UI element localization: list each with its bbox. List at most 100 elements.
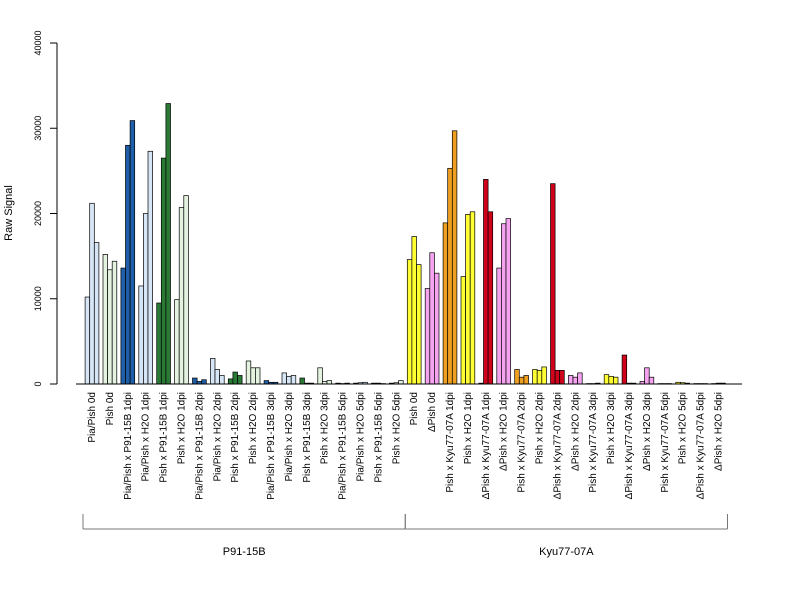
bar: [416, 264, 422, 385]
bar: [451, 130, 458, 385]
x-tick-labels: Pia/Pish 0d Pish 0d Pia/Pish x P91-15B 1dp…: [87, 392, 725, 500]
bar: [192, 377, 198, 385]
bar: [165, 103, 171, 385]
x-tick-label: Pia/Pish x P91-15B 3dpi: [266, 392, 277, 500]
group-label: P91-15B: [223, 546, 266, 558]
y-tick-label: 30000: [33, 116, 43, 141]
x-tick-label: Pish x Kyu77-07A 2dpi: [517, 392, 528, 493]
x-tick-label: Pish x P91-15B 1dpi: [159, 392, 170, 483]
x-tick-label: Pish x H2O 5dpi: [678, 392, 689, 464]
bar: [263, 380, 270, 385]
bar: [541, 366, 547, 385]
x-tick-label: Pish x Kyu77-07A 3dpi: [588, 392, 599, 493]
bar: [613, 376, 619, 385]
x-tick-label: ΔPish x Kyu77-07A 1dpi: [481, 392, 492, 499]
x-tick-label: ΔPish x Kyu77-07A 5dpi: [696, 392, 707, 499]
x-tick-label: Pish x H2O 3dpi: [320, 392, 331, 464]
bar: [143, 213, 149, 385]
x-tick-label: Pish x H2O 2dpi: [248, 392, 259, 464]
x-tick-label: ΔPish 0d: [427, 392, 438, 432]
x-tick-label: Pish x P91-15B 2dpi: [230, 392, 241, 483]
bar: [411, 236, 417, 385]
bar: [536, 370, 543, 385]
x-tick-label: Pish 0d: [105, 392, 116, 425]
bar: [174, 299, 180, 385]
x-tick-label: Pish x Kyu77-07A 5dpi: [660, 392, 671, 493]
bar: [286, 375, 292, 385]
bar: [129, 120, 136, 385]
bar: [434, 272, 440, 385]
x-tick-label: Pia/Pish x H2O 3dpi: [284, 392, 295, 482]
bar: [147, 150, 153, 385]
bar: [120, 267, 126, 385]
bar: [290, 375, 297, 385]
bar: [201, 379, 207, 385]
bar: [138, 285, 144, 385]
bar: [442, 222, 449, 385]
bar: [518, 376, 525, 385]
bar: [232, 371, 238, 385]
x-tick-label: ΔPish x Kyu77-07A 3dpi: [624, 392, 635, 499]
bar: [572, 376, 578, 385]
bar: [214, 369, 220, 385]
bar: [178, 207, 185, 385]
bar: [89, 202, 95, 385]
bar: [523, 375, 529, 385]
bar: [447, 167, 453, 385]
bar: [559, 370, 565, 385]
y-tick-label: 0: [33, 381, 43, 386]
bar: [210, 358, 216, 385]
group-brackets: P91-15B Kyu77-07A: [82, 514, 728, 558]
bar: [429, 252, 435, 385]
bar: [501, 223, 507, 385]
bar: [255, 367, 261, 385]
bar: [237, 375, 243, 385]
bar: [514, 369, 520, 385]
bar: [183, 195, 189, 385]
x-tick-label: ΔPish x Kyu77-07A 2dpi: [552, 392, 563, 499]
bar: [554, 370, 561, 385]
x-tick-label: Pia/Pish x H2O 1dpi: [141, 392, 152, 482]
x-tick-label: Pish x Kyu77-07A 1dpi: [445, 392, 456, 493]
y-tick-label: 20000: [33, 201, 43, 226]
bar: [577, 372, 583, 385]
y-axis: 0 10000 20000 30000 40000: [33, 30, 58, 387]
bar: [424, 288, 431, 385]
bar: [398, 380, 404, 385]
bar: [603, 374, 610, 385]
bar: [219, 375, 225, 385]
bar: [84, 296, 91, 385]
y-tick-label: 10000: [33, 286, 43, 311]
x-tick-label: Pish x H2O 1dpi: [177, 392, 188, 464]
bar: [281, 372, 287, 385]
bar: [317, 367, 323, 385]
bar: [465, 214, 471, 385]
bar: [621, 354, 628, 385]
x-tick-label: Pia/Pish x P91-15B 2dpi: [194, 392, 205, 500]
x-tick-label: Pia/Pish x P91-15B 1dpi: [123, 392, 134, 500]
x-tick-label: Pish x H2O 2dpi: [535, 392, 546, 464]
bar: [487, 211, 494, 385]
bar: [245, 360, 252, 385]
x-tick-label: ΔPish x H2O 2dpi: [570, 392, 581, 471]
bar: [299, 377, 305, 385]
y-axis-label: Raw Signal: [3, 185, 15, 241]
bar: [107, 269, 113, 385]
x-tick-label: ΔPish x H2O 3dpi: [642, 392, 653, 471]
x-tick-label: Pish x P91-15B 5dpi: [373, 392, 384, 483]
x-tick-label: Pish x P91-15B 3dpi: [302, 392, 313, 483]
bar: [111, 260, 118, 385]
bar: [227, 378, 234, 385]
bar: [608, 375, 614, 385]
x-tick-label: Pish x H2O 3dpi: [606, 392, 617, 464]
y-tick-label: 40000: [33, 30, 43, 55]
bar: [125, 144, 131, 385]
bar: [648, 376, 655, 385]
bar: [102, 254, 108, 385]
x-tick-label: Pia/Pish 0d: [87, 392, 98, 443]
bar: [326, 380, 332, 385]
bar: [460, 276, 466, 385]
group-label: Kyu77-07A: [539, 546, 594, 558]
x-tick-label: Pish x H2O 1dpi: [463, 392, 474, 464]
